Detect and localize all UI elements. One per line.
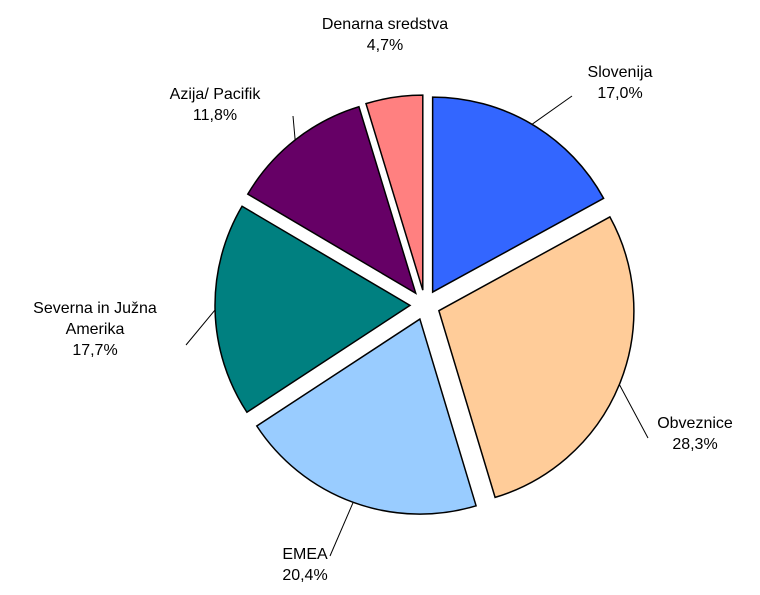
leader-line <box>292 115 296 141</box>
value-label: 28,3% <box>672 436 718 453</box>
category-label: Slovenija <box>587 64 653 81</box>
pie-slice <box>214 205 412 414</box>
value-label: 20,4% <box>282 567 328 584</box>
slice-label: Obveznice 28,3% <box>595 413 760 455</box>
category-label: EMEA <box>282 546 328 563</box>
leader-line <box>618 384 649 439</box>
value-label: 4,7% <box>366 37 404 54</box>
category-label: Denarna sredstva <box>321 16 449 33</box>
slice-label: Denarna sredstva 4,7% <box>285 14 485 56</box>
pie-slice <box>246 105 418 295</box>
slice-label: Slovenija 17,0% <box>520 62 720 104</box>
leader-line <box>185 309 216 346</box>
category-label: Azija/ Pacifik <box>169 86 261 103</box>
pie-slice <box>255 317 478 515</box>
leader-line <box>531 95 573 125</box>
value-label: 17,7% <box>72 342 118 359</box>
value-label: 17,0% <box>597 85 643 102</box>
category-label: Severna in Južna Amerika <box>33 300 157 338</box>
pie-slice <box>365 94 424 291</box>
pie-slice <box>437 215 635 499</box>
slice-label: Azija/ Pacifik 11,8% <box>115 84 315 126</box>
value-label: 11,8% <box>192 107 238 124</box>
slice-label: Severna in Južna Amerika 17,7% <box>0 298 195 361</box>
leader-line <box>329 502 354 557</box>
slice-label: EMEA 20,4% <box>205 544 405 586</box>
category-label: Obveznice <box>657 415 733 432</box>
